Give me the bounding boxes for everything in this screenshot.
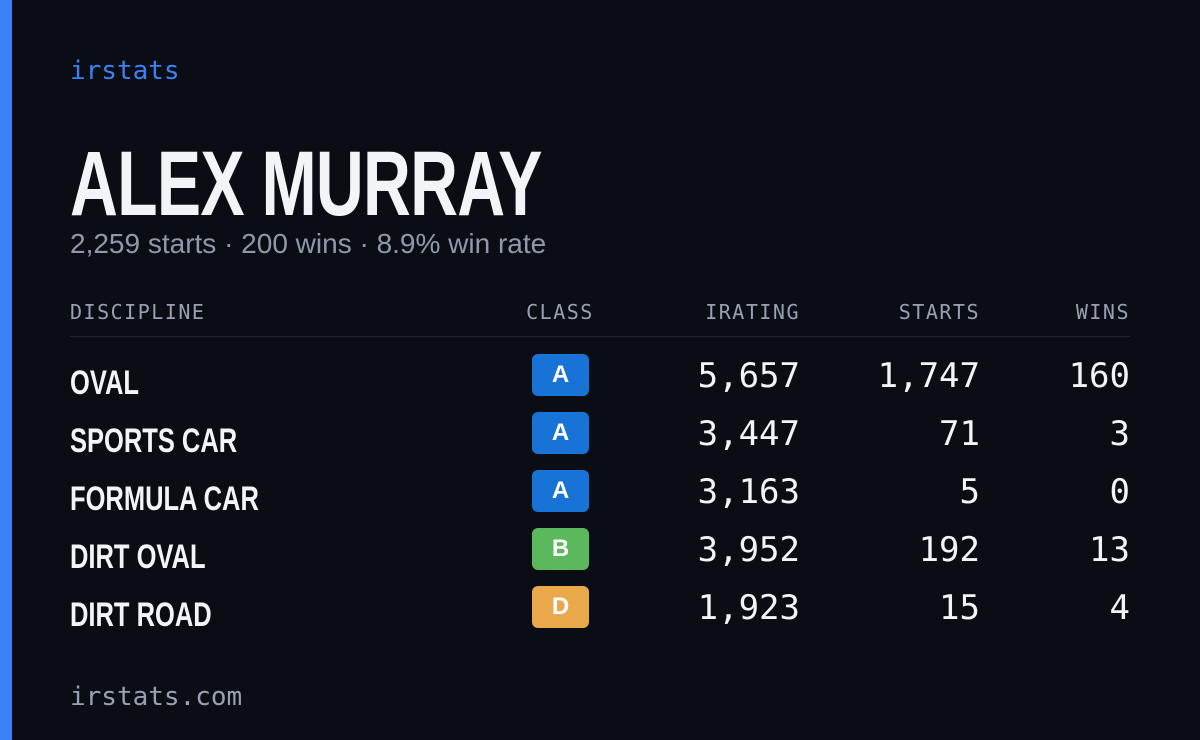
discipline: FORMULA CAR bbox=[70, 480, 259, 518]
driver-name: ALEX MURRAY bbox=[70, 133, 543, 235]
column-header: IRATING bbox=[705, 300, 800, 324]
wins: 3 bbox=[1109, 414, 1130, 454]
class-badge: D bbox=[532, 586, 589, 628]
column-header: STARTS bbox=[898, 300, 980, 324]
footer: irstats.com bbox=[70, 682, 243, 712]
irating: 3,952 bbox=[697, 530, 800, 570]
class-badge: A bbox=[532, 354, 589, 396]
class-badge: A bbox=[532, 470, 589, 512]
starts: 5 bbox=[959, 472, 980, 512]
column-header: WINS bbox=[1075, 300, 1130, 324]
wins: 13 bbox=[1089, 530, 1130, 570]
header-rule bbox=[70, 336, 1130, 337]
discipline: DIRT ROAD bbox=[70, 596, 212, 634]
wins: 0 bbox=[1109, 472, 1130, 512]
wins: 4 bbox=[1109, 588, 1130, 628]
starts: 192 bbox=[918, 530, 980, 570]
starts: 71 bbox=[939, 414, 980, 454]
starts: 15 bbox=[939, 588, 980, 628]
class-badge: B bbox=[532, 528, 589, 570]
irating: 3,447 bbox=[697, 414, 800, 454]
accent-bar bbox=[0, 0, 12, 740]
discipline: SPORTS CAR bbox=[70, 422, 238, 460]
irating: 1,923 bbox=[697, 588, 800, 628]
starts: 1,747 bbox=[877, 356, 980, 396]
brand: irstats bbox=[70, 56, 180, 86]
discipline: OVAL bbox=[70, 364, 139, 402]
driver-summary: 2,259 starts · 200 wins · 8.9% win rate bbox=[70, 228, 547, 259]
class-badge: A bbox=[532, 412, 589, 454]
wins: 160 bbox=[1068, 356, 1130, 396]
irating: 3,163 bbox=[697, 472, 800, 512]
column-header: CLASS bbox=[526, 300, 594, 324]
column-header: DISCIPLINE bbox=[70, 300, 206, 324]
irating: 5,657 bbox=[697, 356, 800, 396]
discipline: DIRT OVAL bbox=[70, 538, 206, 576]
